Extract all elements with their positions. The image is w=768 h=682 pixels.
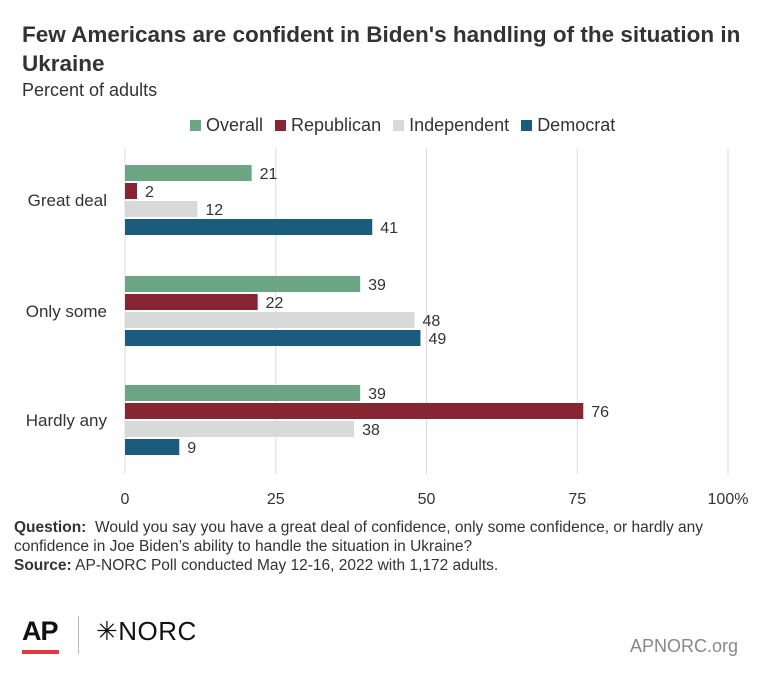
legend-swatch <box>521 119 533 131</box>
bar-chart: 0 25 50 75 100% Great deal 21 2 12 41 Only some 39 2… <box>26 148 749 508</box>
bar-overall <box>125 165 252 181</box>
x-tick-label: 100% <box>708 491 749 508</box>
data-label: 39 <box>368 386 386 403</box>
bar-republican <box>125 183 138 199</box>
question-label: Question: <box>14 519 87 536</box>
chart-notes: Question: Would you say you have a great… <box>14 518 754 575</box>
bar-independent <box>125 312 415 328</box>
bar-democrat <box>125 439 180 455</box>
data-label: 76 <box>591 404 609 421</box>
chart-subtitle: Percent of adults <box>22 80 158 100</box>
bar-democrat <box>125 330 421 346</box>
source-text: AP-NORC Poll conducted May 12-16, 2022 w… <box>75 557 499 574</box>
x-tick-label: 25 <box>267 491 285 508</box>
bar-republican <box>125 403 584 419</box>
bar-overall <box>125 385 361 401</box>
legend-label: Overall <box>206 114 264 135</box>
chart-legend: Overall Republican Independent Democrat <box>190 114 627 136</box>
logo-divider <box>78 616 79 654</box>
data-label: 22 <box>266 295 284 312</box>
site-url: APNORC.org <box>629 636 738 656</box>
legend-swatch <box>275 119 287 131</box>
legend-swatch <box>393 119 405 131</box>
ap-logo: AP <box>22 616 59 646</box>
category-label: Great deal <box>28 191 107 210</box>
legend-label: Independent <box>409 114 510 135</box>
data-label: 21 <box>260 166 278 183</box>
bar-independent <box>125 201 198 217</box>
data-label: 41 <box>380 220 398 237</box>
legend-item-independent: Independent <box>393 115 509 136</box>
data-label: 48 <box>422 313 440 330</box>
legend-item-overall: Overall <box>190 115 263 136</box>
x-tick-label: 75 <box>568 491 586 508</box>
legend-swatch <box>190 119 201 131</box>
bar-independent <box>125 421 355 437</box>
legend-item-democrat: Democrat <box>521 115 615 136</box>
bar-democrat <box>125 219 373 235</box>
x-tick-label: 50 <box>418 491 436 508</box>
x-tick-label: 0 <box>121 491 130 508</box>
legend-label: Republican <box>291 114 382 135</box>
legend-label: Democrat <box>537 114 616 135</box>
category-label: Only some <box>26 302 107 321</box>
source-label: Source: <box>14 557 72 574</box>
norc-logo: ✳NORC <box>96 616 197 646</box>
legend-item-republican: Republican <box>275 115 381 136</box>
data-label: 2 <box>145 184 154 201</box>
bar-republican <box>125 294 258 310</box>
ap-logo-underline <box>22 650 59 654</box>
bar-overall <box>125 276 361 292</box>
data-label: 9 <box>187 440 196 457</box>
data-label: 12 <box>205 202 223 219</box>
data-label: 49 <box>428 331 446 348</box>
question-text: Would you say you have a great deal of c… <box>14 519 703 555</box>
data-label: 38 <box>362 422 380 439</box>
source-note: Source: AP-NORC Poll conducted May 12-16… <box>14 556 754 575</box>
question-note: Question: Would you say you have a great… <box>14 518 754 556</box>
data-label: 39 <box>368 277 386 294</box>
chart-title: Few Americans are confident in Biden's h… <box>22 22 741 76</box>
category-label: Hardly any <box>26 411 108 430</box>
